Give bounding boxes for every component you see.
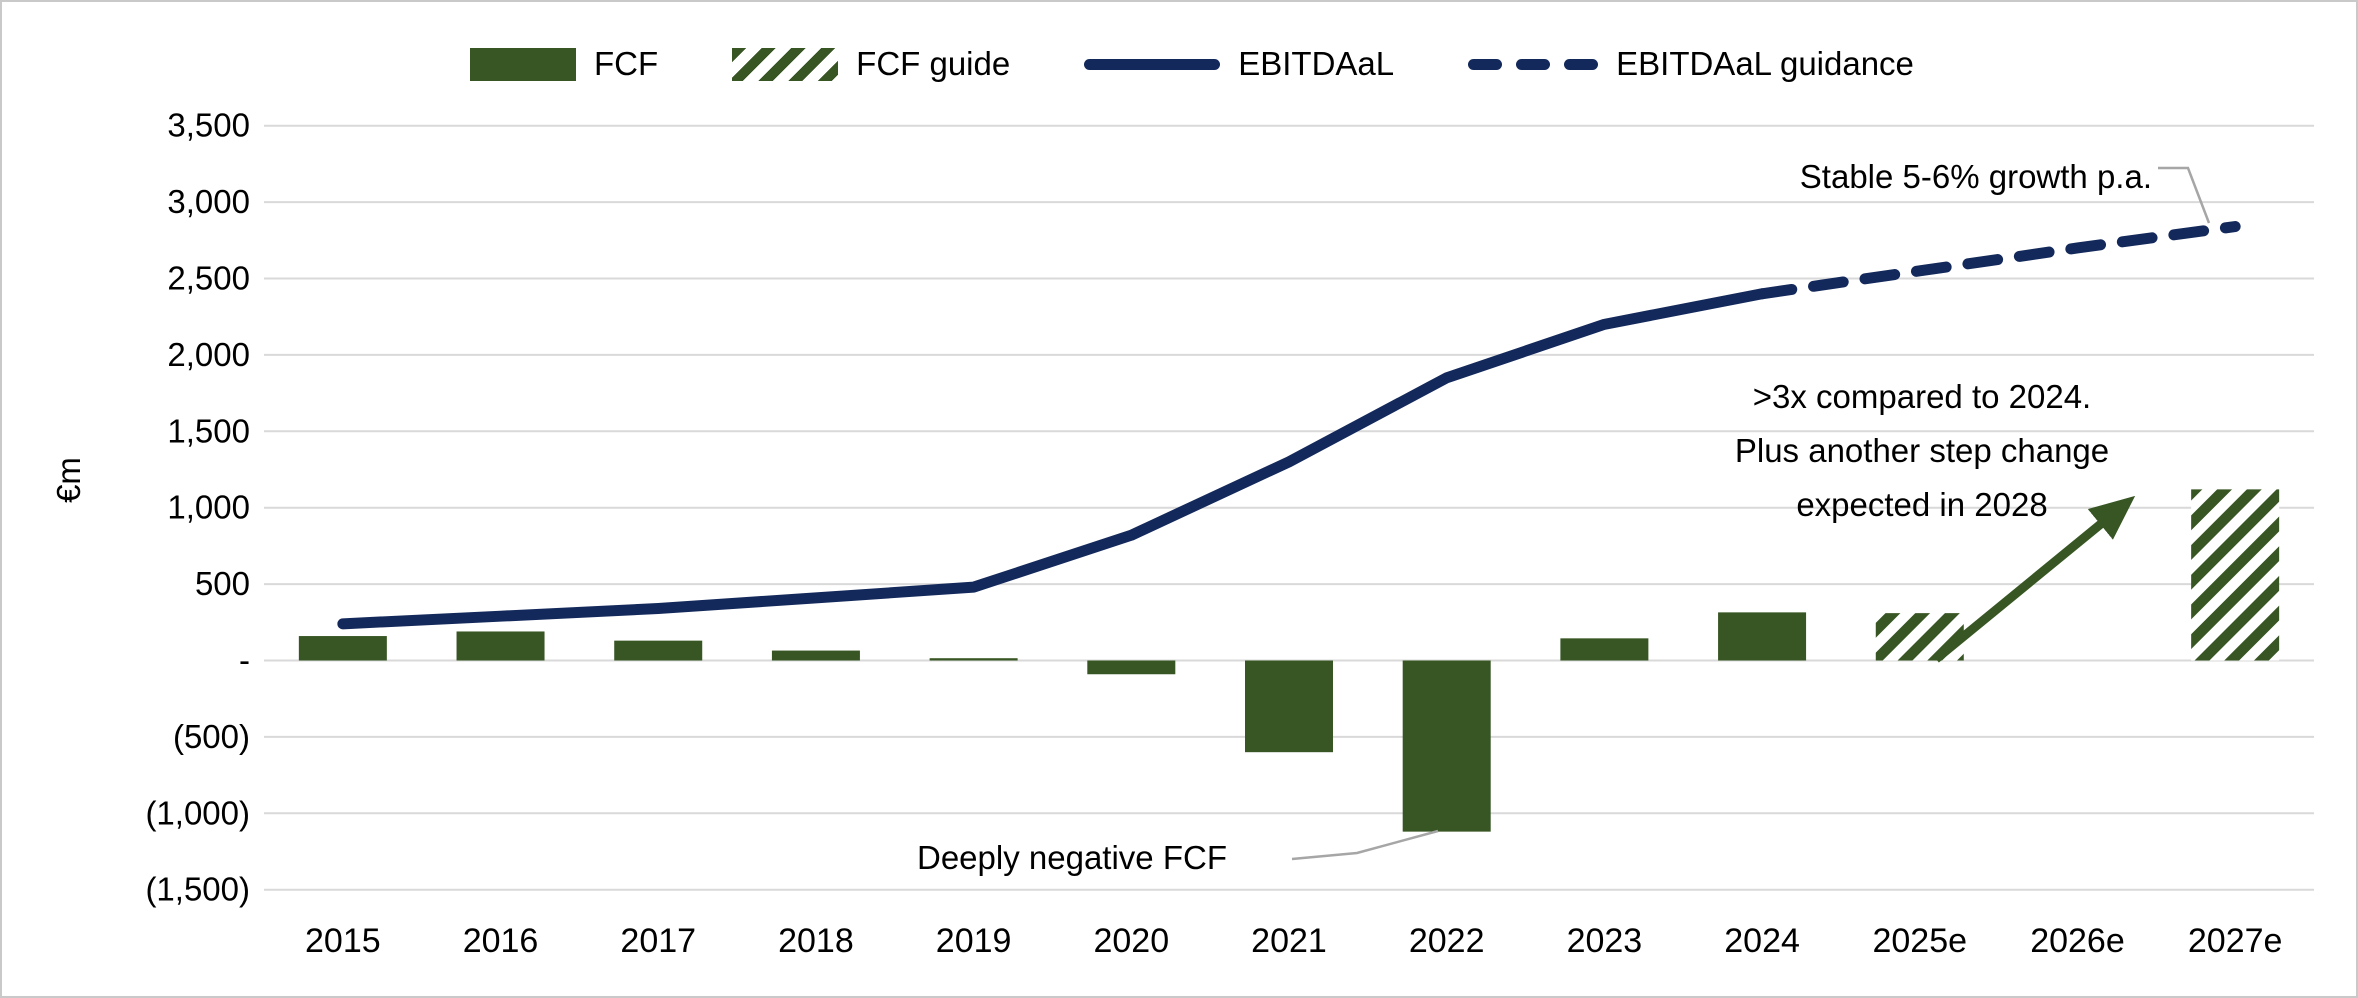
ebitdaal-guidance-line: [1756, 221, 2241, 300]
fcf-bar: [1560, 638, 1649, 661]
ebitdaal-guidance-swatch-icon: [1468, 58, 1599, 70]
fcf-bar: [771, 650, 860, 661]
fcf-guide-bar: [2191, 489, 2280, 661]
annotation-step-change-line3: expected in 2028: [1796, 486, 2048, 523]
x-tick-label: 2021: [1251, 922, 1327, 960]
fcf-bar: [929, 658, 1018, 661]
x-tick-label: 2023: [1567, 922, 1643, 960]
fcf-bar: [456, 631, 545, 661]
x-tick-label: 2019: [936, 922, 1012, 960]
legend-label-fcf-guide: FCF guide: [856, 45, 1011, 82]
x-tick-label: 2026e: [2030, 922, 2125, 960]
y-tick-label: (1,000): [145, 794, 250, 831]
x-tick-label: 2016: [463, 922, 539, 960]
fcf-bar: [298, 636, 387, 661]
y-tick-label: 1,500: [167, 412, 250, 449]
y-tick-label: 3,000: [167, 183, 250, 220]
legend: FCF FCF guide EBITDAaL EBITDAaL guidance: [470, 38, 1914, 90]
annotation-step-change-line2: Plus another step change: [1734, 432, 2110, 469]
legend-item-fcf-guide: FCF guide: [732, 45, 1010, 83]
fcf-swatch-icon: [470, 47, 576, 81]
x-tick-label: 2017: [620, 922, 696, 960]
x-tick-label: 2027e: [2188, 922, 2283, 960]
y-tick-label: 2,500: [167, 260, 250, 297]
y-tick-label: -: [239, 642, 250, 679]
y-tick-label: 3,500: [167, 107, 250, 144]
negative-fcf-callout-line: [1291, 829, 1439, 861]
legend-item-ebitdaal: EBITDAaL: [1084, 45, 1394, 83]
y-tick-label: 2,000: [167, 336, 250, 373]
fcf-bar: [1718, 612, 1807, 661]
annotation-stable-growth: Stable 5-6% growth p.a.: [1799, 158, 2152, 195]
legend-item-ebitdaal-guidance: EBITDAaL guidance: [1468, 45, 1914, 83]
x-tick-label: 2015: [305, 922, 381, 960]
fcf-guide-swatch-icon: [732, 47, 839, 81]
step-change-arrow: [1933, 495, 2136, 663]
annotation-step-change-line1: >3x compared to 2024.: [1752, 378, 2092, 415]
y-axis-title: €m: [50, 457, 87, 503]
ebitdaal-line: [337, 288, 1768, 630]
fcf-bar: [1087, 660, 1176, 675]
fcf-bar: [1402, 660, 1491, 832]
y-tick-label: 1,000: [167, 489, 250, 526]
legend-item-fcf: FCF: [470, 45, 658, 83]
y-tick-label: (500): [173, 718, 250, 755]
legend-label-ebitdaal: EBITDAaL: [1238, 45, 1395, 82]
ebitdaal-swatch-icon: [1084, 58, 1221, 70]
legend-label-fcf: FCF: [594, 45, 659, 82]
fcf-bar: [1245, 660, 1333, 753]
annotation-step-change: >3x compared to 2024. Plus another step …: [1692, 370, 2152, 532]
legend-label-ebitdaal-guidance: EBITDAaL guidance: [1616, 45, 1914, 82]
y-tick-label: (1,500): [145, 871, 250, 908]
x-tick-label: 2024: [1724, 922, 1800, 960]
x-tick-label: 2022: [1409, 922, 1485, 960]
x-tick-label: 2025e: [1872, 922, 1967, 960]
y-tick-label: 500: [195, 565, 250, 602]
x-tick-label: 2018: [778, 922, 854, 960]
x-tick-label: 2020: [1093, 922, 1169, 960]
growth-callout-line: [2158, 166, 2211, 224]
fcf-bar: [614, 640, 703, 661]
fcf-guide-bar: [1875, 613, 1964, 661]
annotation-deeply-negative-fcf: Deeply negative FCF: [917, 839, 1227, 876]
